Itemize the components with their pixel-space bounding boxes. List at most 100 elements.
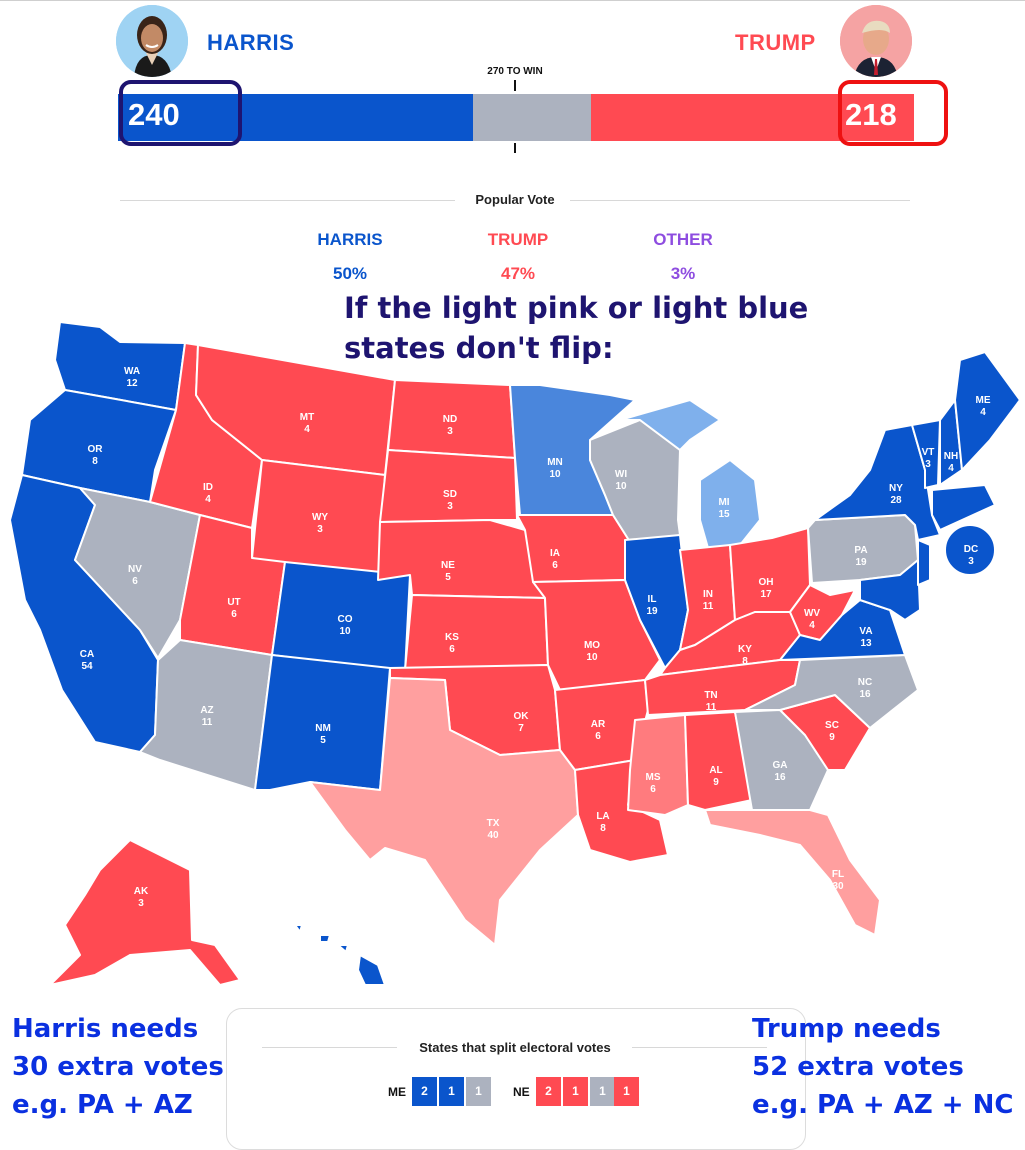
harris-needs-line3: e.g. PA + AZ [12, 1090, 193, 1120]
state-ev-ky: 8 [742, 656, 748, 667]
state-ev-mn: 10 [549, 469, 561, 480]
win-tick-bottom [514, 143, 516, 153]
state-ev-pa: 19 [855, 557, 867, 568]
trump-needs-note: Trump needs 52 extra votes e.g. PA + AZ … [752, 1010, 1013, 1124]
state-label-wy: WY [312, 512, 328, 523]
trump-portrait-icon [840, 5, 912, 77]
harris-portrait-icon [116, 5, 188, 77]
state-ev-ar: 6 [595, 731, 601, 742]
state-ev-nh: 4 [948, 463, 954, 474]
tossup-bar [473, 94, 592, 141]
state-label-or: OR [88, 444, 104, 455]
state-DC[interactable] [944, 524, 996, 576]
state-label-mo: MO [584, 640, 600, 651]
state-ev-in: 11 [703, 601, 714, 612]
state-ev-la: 8 [600, 823, 606, 834]
state-ev-va: 13 [860, 638, 872, 649]
state-ev-ne: 5 [445, 572, 451, 583]
state-AK[interactable] [49, 839, 241, 986]
state-label-il: IL [648, 594, 657, 605]
split-states-title: States that split electoral votes [419, 1040, 611, 1055]
state-MI[interactable] [619, 399, 721, 451]
state-label-wi: WI [615, 469, 627, 480]
state-ev-ca: 54 [81, 661, 93, 672]
state-label-mt: MT [300, 412, 314, 423]
state-ev-dc: 3 [968, 556, 974, 567]
harris-ev-count: 240 [128, 97, 180, 132]
state-NJ[interactable] [917, 539, 931, 586]
state-label-ms: MS [646, 772, 661, 783]
state-label-co: CO [338, 614, 353, 625]
state-ev-ak: 3 [138, 898, 144, 909]
state-ev-mo: 10 [586, 652, 598, 663]
state-TX[interactable] [309, 677, 579, 946]
state-SD[interactable] [379, 449, 518, 523]
state-label-ut: UT [227, 597, 240, 608]
state-ev-nv: 6 [132, 576, 138, 587]
state-HI[interactable] [294, 924, 386, 986]
flip-annotation-line2: states don't flip: [344, 331, 614, 365]
popular-vote-harris-pct: 50% [332, 264, 368, 283]
state-ev-nd: 3 [447, 426, 453, 437]
state-ev-mt: 4 [304, 424, 310, 435]
split-ne-cell: 1 [590, 1077, 615, 1106]
flip-annotation: If the light pink or light blue states d… [344, 288, 844, 368]
state-IA[interactable] [516, 514, 633, 583]
state-NY[interactable] [814, 424, 941, 541]
split-me-cell: 2 [412, 1077, 437, 1106]
state-MS[interactable] [627, 714, 689, 816]
state-MI-lower[interactable] [699, 459, 761, 549]
state-label-sc: SC [825, 720, 839, 731]
state-ev-tx: 40 [487, 830, 499, 841]
trump-avatar [840, 5, 912, 77]
state-label-nc: NC [858, 677, 872, 688]
popular-vote-harris-name: HARRIS [317, 230, 383, 249]
split-ne-cell: 1 [614, 1077, 639, 1106]
state-AL[interactable] [684, 711, 753, 811]
win-threshold-label: 270 TO WIN [487, 66, 543, 77]
state-ev-wv: 4 [809, 620, 815, 631]
state-label-ar: AR [591, 719, 606, 730]
state-label-me: ME [976, 395, 991, 406]
state-ev-id: 4 [205, 494, 211, 505]
us-electoral-map: WA12OR8CA54NV6ID4MT4WY3UT6AZ11CO10NM5ND3… [9, 321, 1021, 986]
state-ev-ny: 28 [890, 495, 902, 506]
state-MD-DE[interactable] [859, 559, 921, 621]
state-ev-al: 9 [713, 777, 719, 788]
state-ev-ks: 6 [449, 644, 455, 655]
split-ne-label: NE [513, 1085, 530, 1099]
state-label-ne: NE [441, 560, 455, 571]
state-ev-ms: 6 [650, 784, 656, 795]
state-label-tn: TN [704, 690, 717, 701]
state-ev-tn: 11 [706, 702, 717, 713]
state-ME[interactable] [954, 351, 1021, 471]
state-label-nd: ND [443, 414, 457, 425]
state-ev-az: 11 [202, 717, 213, 728]
state-ev-fl: 30 [832, 881, 844, 892]
harris-needs-line1: Harris needs [12, 1014, 199, 1044]
state-label-nv: NV [128, 564, 142, 575]
state-label-id: ID [203, 482, 213, 493]
state-label-pa: PA [854, 545, 867, 556]
popular-vote-trump-name: TRUMP [487, 230, 549, 249]
state-ev-il: 19 [646, 606, 658, 617]
state-VT[interactable] [911, 419, 941, 489]
state-ev-wa: 12 [126, 378, 138, 389]
trump-bar [591, 94, 914, 141]
trump-needs-line1: Trump needs [752, 1014, 941, 1044]
state-ev-sc: 9 [829, 732, 835, 743]
state-label-dc: DC [964, 544, 978, 555]
state-FL[interactable] [704, 809, 881, 936]
state-ev-nm: 5 [320, 735, 326, 746]
state-ev-mi: 15 [718, 509, 730, 520]
state-label-ny: NY [889, 483, 903, 494]
state-VA[interactable] [779, 599, 906, 661]
state-CT-RI-MA[interactable] [931, 484, 996, 531]
split-ne-cell: 1 [563, 1077, 588, 1106]
state-KS[interactable] [404, 594, 549, 671]
state-label-in: IN [703, 589, 713, 600]
state-label-fl: FL [832, 869, 844, 880]
state-label-wv: WV [804, 608, 820, 619]
state-label-ia: IA [550, 548, 560, 559]
split-ne-cell: 2 [536, 1077, 561, 1106]
